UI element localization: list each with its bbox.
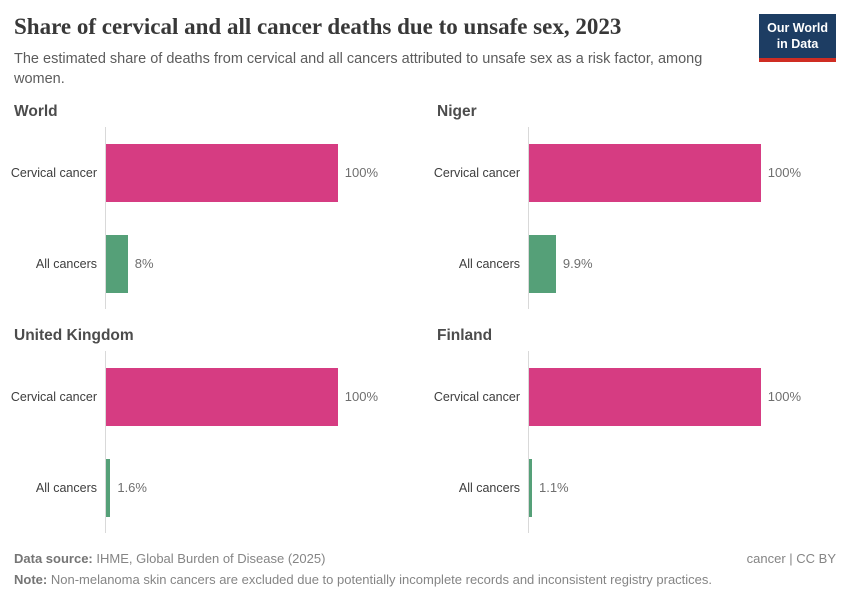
plot-area: Cervical cancer 100% All cancers 1.6% [11,351,413,534]
bar-row: Cervical cancer 100% [434,351,836,442]
bar-all-cancers [529,458,532,517]
panel-title: Finland [437,327,493,345]
value-label: 100% [344,389,378,405]
note-line: Note: Non-melanoma skin cancers are excl… [14,570,836,590]
value-label: 1.6% [117,480,147,496]
value-label: 100% [767,389,801,405]
panel-title: United Kingdom [14,327,134,345]
row-label: Cervical cancer [433,165,520,180]
chart-title: Share of cervical and all cancer deaths … [14,14,622,39]
note-text: Non-melanoma skin cancers are excluded d… [50,571,713,587]
row-label: Cervical cancer [10,165,97,180]
panel-finland: Finland Cervical cancer 100% All cancers… [434,327,836,534]
bar-row: All cancers 1.6% [36,442,413,533]
bar-row: All cancers 9.9% [459,218,836,309]
bar-row: Cervical cancer 100% [11,127,413,218]
plot-area: Cervical cancer 100% All cancers 1.1% [434,351,836,534]
row-label: All cancers [35,256,97,271]
plot-area: Cervical cancer 100% All cancers 9.9% [434,127,836,310]
bar-row: Cervical cancer 100% [11,351,413,442]
panel-title: World [14,103,58,121]
row-label: All cancers [35,480,97,495]
owid-logo-line1: Our World [767,21,828,35]
panel-title: Niger [437,103,477,121]
owid-logo-line2: in Data [776,37,819,52]
bar-track: 100% [106,367,378,426]
bar-row: All cancers 1.1% [459,442,836,533]
bar-all-cancers [106,234,128,293]
value-label: 1.1% [538,480,569,496]
row-label: Cervical cancer [433,389,520,404]
row-label: Cervical cancer [10,389,97,404]
bar-track: 8% [106,234,378,293]
bar-track: 100% [529,367,801,426]
header-text: Share of cervical and all cancer deaths … [14,12,719,89]
value-label: 100% [344,165,378,181]
bar-track: 1.6% [106,458,378,517]
data-source-text: IHME, Global Burden of Disease (2025) [96,551,326,567]
bar-cervical-cancer [529,143,761,202]
value-label: 8% [134,256,154,272]
bar-track: 9.9% [529,234,801,293]
panels-grid: World Cervical cancer 100% All cancers 8… [11,103,836,534]
note-label: Note: [14,571,48,587]
footer-top-row: Data source: IHME, Global Burden of Dise… [14,549,836,569]
chart-subtitle: The estimated share of deaths from cervi… [14,51,703,88]
plot-area: Cervical cancer 100% All cancers 8% [11,127,413,310]
bar-track: 100% [529,143,801,202]
row-label: All cancers [458,480,520,495]
bar-all-cancers [529,234,556,293]
data-source-label: Data source: [14,551,93,567]
data-source-line: Data source: IHME, Global Burden of Dise… [14,549,325,569]
panel-niger: Niger Cervical cancer 100% All cancers 9… [434,103,836,310]
bar-cervical-cancer [106,367,338,426]
bar-track: 1.1% [529,458,801,517]
bar-track: 100% [106,143,378,202]
bar-cervical-cancer [529,367,761,426]
header: Share of cervical and all cancer deaths … [14,12,836,89]
row-label: All cancers [458,256,520,271]
footer: Data source: IHME, Global Burden of Dise… [14,549,836,589]
value-label: 9.9% [562,256,593,272]
owid-logo: Our World in Data [759,14,836,62]
bar-row: Cervical cancer 100% [434,127,836,218]
license-text: cancer | CC BY [746,551,836,567]
bar-cervical-cancer [106,143,338,202]
value-label: 100% [767,165,801,181]
panel-united-kingdom: United Kingdom Cervical cancer 100% All … [11,327,413,534]
bar-row: All cancers 8% [36,218,413,309]
panel-world: World Cervical cancer 100% All cancers 8… [11,103,413,310]
bar-all-cancers [106,458,111,517]
